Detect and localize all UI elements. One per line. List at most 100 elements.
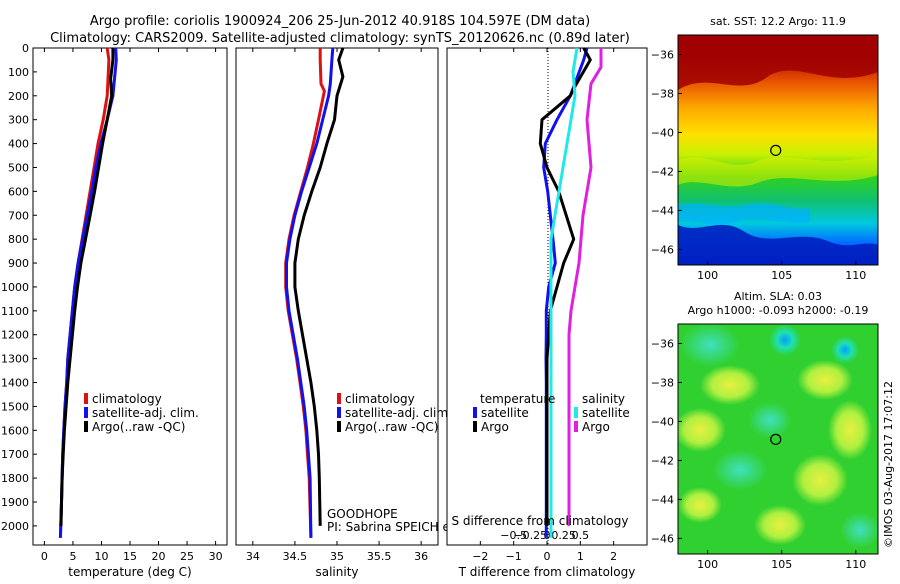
map-y-tick-label: −36	[651, 337, 674, 350]
map-y-tick-label: −44	[651, 493, 674, 506]
sla-map-axes: 100 105 110 −36 −38 −40 −42 −44 −46	[651, 337, 866, 571]
sla-feature	[831, 336, 859, 364]
sst-map-axes: 100 105 110 −36 −38 −40 −42 −44 −46	[651, 48, 866, 282]
legend-swatch-climatology	[84, 393, 88, 404]
legend-swatch-s-argo	[574, 421, 578, 432]
depth-axis: 0 100 200 300 400 500 600 700 800 900 1000 1100 1200…	[1, 42, 37, 533]
sla-map-frame	[677, 323, 879, 555]
legend-swatch-argo	[337, 421, 341, 432]
x-tick-label: 0	[41, 550, 48, 563]
map-x-tick-label: 110	[845, 558, 866, 571]
x-tick-label: 5	[69, 550, 76, 563]
sst-map-panel: sat. SST: 12.2 Argo: 11.9 100 105 110 −36 −3…	[651, 15, 879, 282]
x-tick-label: 25	[180, 550, 194, 563]
salinity-x-axis: 34 34.5 35 35.5 36	[246, 48, 428, 563]
goodhope-label: GOODHOPE	[327, 507, 398, 521]
sla-feature	[797, 360, 853, 400]
series-line	[59, 48, 115, 526]
x-tick-label: 35	[330, 550, 344, 563]
x-tick-label: 20	[152, 550, 166, 563]
figure-title: Argo profile: coriolis 1900924_206 25-Ju…	[90, 14, 590, 29]
difference-legend: temperature satellite Argo salinity sate…	[473, 392, 630, 434]
legend-temperature-heading: temperature	[480, 392, 555, 406]
map-y-tick-label: −42	[651, 454, 674, 467]
legend-argo-label: Argo(..raw -QC)	[92, 420, 185, 434]
depth-tick-label: 1200	[1, 329, 29, 342]
t-difference-xlabel: T difference from climatology	[458, 565, 636, 579]
sst-cool-patch	[678, 203, 810, 224]
depth-tick-label: 1600	[1, 424, 29, 437]
depth-tick-label: 300	[8, 114, 29, 127]
map-x-tick-label: 110	[845, 269, 866, 282]
map-y-tick-label: −38	[651, 376, 674, 389]
temperature-x-axis: 0 5 10 15 20 25 30	[41, 48, 223, 563]
depth-tick-label: 800	[8, 233, 29, 246]
difference-series	[538, 47, 603, 538]
depth-tick-label: 600	[8, 185, 29, 198]
sla-feature	[712, 450, 768, 490]
sla-feature	[769, 324, 801, 356]
legend-t-satellite-label: satellite	[481, 406, 529, 420]
depth-tick-label: 0	[22, 42, 29, 55]
depth-tick-label: 1400	[1, 377, 29, 390]
sla-feature	[748, 402, 792, 438]
depth-tick-label: 1700	[1, 448, 29, 461]
series-line	[293, 47, 345, 526]
x-tick-label: 15	[123, 550, 137, 563]
x-tick-label: 34	[246, 550, 260, 563]
legend-argo-label: Argo(..raw -QC)	[345, 420, 438, 434]
sla-map-title: Altim. SLA: 0.03	[734, 290, 822, 303]
depth-tick-label: 1300	[1, 353, 29, 366]
temperature-xlabel: temperature (deg C)	[68, 565, 191, 579]
salinity-series	[284, 47, 345, 538]
salinity-legend: climatology satellite-adj. clim. Argo(..…	[337, 392, 452, 434]
x-tick-label: 30	[209, 550, 223, 563]
legend-swatch-climatology	[337, 393, 341, 404]
depth-tick-label: 1100	[1, 305, 29, 318]
x-tick-label: 1	[577, 550, 584, 563]
depth-tick-label: 1500	[1, 400, 29, 413]
legend-swatch-satellite	[84, 407, 88, 418]
temperature-series	[58, 47, 118, 538]
sst-warm-region	[678, 35, 878, 90]
sla-feature	[840, 512, 878, 548]
temperature-legend: climatology satellite-adj. clim. Argo(..…	[84, 392, 199, 434]
temperature-axes-box	[32, 47, 228, 546]
depth-tick-label: 100	[8, 66, 29, 79]
legend-t-argo-label: Argo	[481, 420, 509, 434]
figure-subtitle: Climatology: CARS2009. Satellite-adjuste…	[50, 31, 630, 46]
depth-tick-label: 1900	[1, 496, 29, 509]
s-diff-tick-label: 0.25	[551, 529, 576, 542]
x-tick-label: 36	[414, 550, 428, 563]
s-diff-tick-label: 0.5	[572, 529, 590, 542]
depth-tick-label: 2000	[1, 520, 29, 533]
series-line	[538, 47, 592, 526]
legend-climatology-label: climatology	[92, 392, 162, 406]
legend-climatology-label: climatology	[345, 392, 415, 406]
map-y-tick-label: −46	[651, 243, 674, 256]
depth-tick-label: 1800	[1, 472, 29, 485]
difference-panel: −2 −1 0 1 2 −0.5−0.25 0 0.250.5 T difference f…	[446, 47, 648, 579]
temperature-panel: 0100200300400500600700800900100011001200…	[1, 42, 228, 579]
map-x-tick-label: 100	[697, 269, 718, 282]
x-tick-label: 10	[94, 550, 108, 563]
x-tick-label: 34.5	[283, 550, 308, 563]
map-y-tick-label: −44	[651, 204, 674, 217]
sst-front-band	[678, 155, 878, 187]
x-tick-label: −2	[472, 550, 488, 563]
sst-map-title: sat. SST: 12.2 Argo: 11.9	[710, 15, 846, 28]
depth-tick-label: 1000	[1, 281, 29, 294]
t-difference-x-axis: −2 −1 0 1 2	[472, 48, 617, 563]
legend-satellite-label: satellite-adj. clim.	[92, 406, 199, 420]
x-tick-label: −1	[506, 550, 522, 563]
legend-swatch-s-satellite	[574, 407, 578, 418]
map-y-tick-label: −40	[651, 415, 674, 428]
sla-feature	[754, 505, 806, 545]
map-y-tick-label: −40	[651, 126, 674, 139]
sla-feature	[678, 408, 726, 452]
x-tick-label: 0	[544, 550, 551, 563]
sla-map-subtitle: Argo h1000: -0.093 h2000: -0.19	[688, 304, 869, 317]
argo-location-marker	[770, 144, 782, 156]
